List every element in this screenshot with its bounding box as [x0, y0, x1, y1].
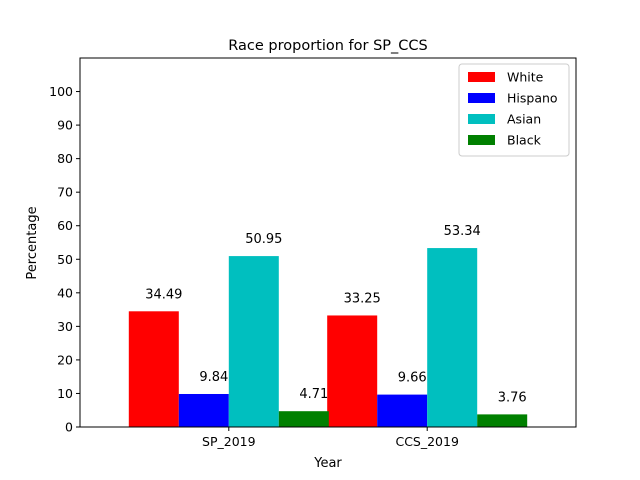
legend-label-black: Black	[507, 133, 542, 148]
legend-swatch-black	[468, 135, 495, 145]
bar-black-ccs_2019	[477, 414, 528, 427]
data-label: 50.95	[245, 232, 282, 247]
data-labels-layer: 34.49 33.25 9.84 9.66 50.95 53.34 4.71 3.76	[145, 224, 526, 405]
legend: White Hispano Asian Black	[458, 63, 570, 157]
x-tick-label: SP_2019	[202, 434, 256, 449]
x-axis-label: Year	[313, 456, 342, 471]
y-axis: 0 10 20 30 40 50 60 70 80 90 100	[49, 84, 80, 435]
y-tick-label: 0	[65, 420, 73, 435]
data-label: 9.84	[199, 370, 228, 385]
y-tick-label: 60	[57, 218, 73, 233]
y-tick-label: 30	[57, 319, 73, 334]
bar-white-ccs_2019	[327, 315, 378, 427]
legend-swatch-hispano	[468, 93, 495, 103]
y-axis-label: Percentage	[25, 206, 40, 279]
bar-asian-sp_2019	[228, 256, 279, 427]
bar-white-sp_2019	[128, 311, 179, 427]
y-tick-label: 10	[57, 386, 73, 401]
y-tick-label: 80	[57, 151, 73, 166]
bar-black-sp_2019	[278, 411, 329, 427]
legend-label-asian: Asian	[507, 112, 541, 127]
y-tick-label: 50	[57, 252, 73, 267]
y-tick-label: 70	[57, 185, 73, 200]
chart-title: Race proportion for SP_CCS	[228, 38, 427, 54]
data-label: 34.49	[145, 287, 182, 302]
x-axis: SP_2019 CCS_2019	[202, 427, 459, 449]
legend-box	[458, 63, 570, 157]
data-label: 33.25	[344, 291, 381, 306]
legend-label-hispano: Hispano	[507, 91, 558, 106]
data-label: 4.71	[299, 387, 328, 402]
data-label: 3.76	[498, 390, 527, 405]
bar-hispano-ccs_2019	[377, 394, 428, 427]
bar-hispano-sp_2019	[178, 393, 229, 427]
y-tick-label: 20	[57, 352, 73, 367]
legend-label-white: White	[507, 70, 544, 85]
bar-asian-ccs_2019	[427, 248, 478, 427]
plot-frame	[79, 57, 577, 428]
legend-swatch-asian	[468, 114, 495, 124]
y-tick-label: 100	[49, 84, 73, 99]
x-tick-label: CCS_2019	[395, 434, 458, 449]
data-label: 9.66	[398, 371, 427, 386]
bars-layer	[128, 248, 528, 427]
y-tick-label: 40	[57, 285, 73, 300]
y-tick-label: 90	[57, 118, 73, 133]
legend-swatch-white	[468, 72, 495, 82]
data-label: 53.34	[444, 224, 481, 239]
